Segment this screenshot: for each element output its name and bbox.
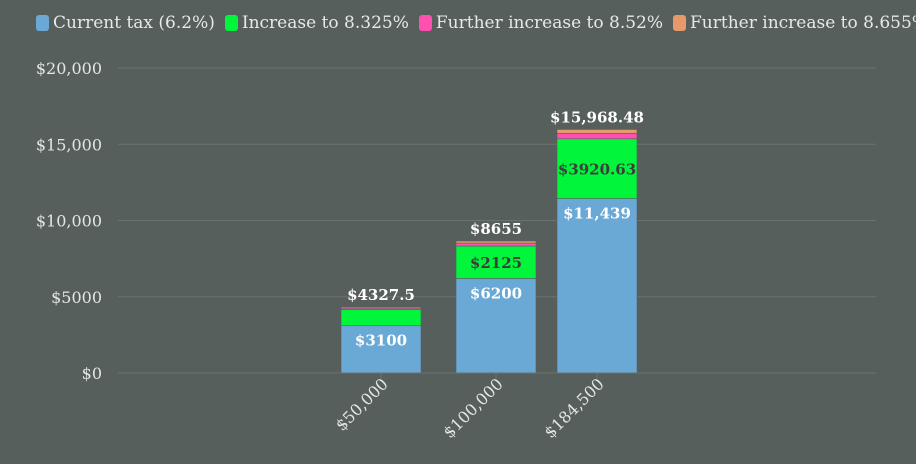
legend-item-increase-8325[interactable]: Increase to 8.325% (224, 13, 409, 33)
total-label: $4327.5 (347, 286, 415, 304)
legend-label: Current tax (6.2%) (53, 13, 215, 33)
total-label: $15,968.48 (550, 108, 644, 126)
bar-segment[interactable] (340, 325, 422, 374)
x-tick-label: $50,000 (332, 374, 392, 434)
legend-item-increase-852[interactable]: Further increase to 8.52% (418, 13, 664, 33)
bar-segment[interactable] (455, 240, 537, 244)
legend-label: Further increase to 8.655% (690, 13, 916, 33)
bar-segment[interactable] (455, 278, 537, 374)
legend-label: Increase to 8.325% (241, 13, 409, 33)
x-tick-label: $100,000 (439, 374, 506, 441)
segment-label: $2125 (470, 254, 522, 272)
y-tick-label: $5000 (51, 288, 102, 307)
segment-label: $3100 (355, 332, 407, 350)
y-tick-label: $15,000 (36, 135, 102, 154)
bar-segment[interactable] (556, 198, 638, 374)
bar-segment[interactable] (340, 309, 422, 327)
segment-label: $6200 (470, 284, 522, 302)
bar-segment[interactable] (556, 132, 638, 140)
bar-segment[interactable] (340, 306, 422, 309)
y-tick-label: $10,000 (36, 212, 102, 231)
y-tick-label: $20,000 (36, 59, 102, 78)
legend-swatch (673, 15, 687, 31)
segment-label: $3920.63 (558, 161, 636, 179)
legend-item-current-tax[interactable]: Current tax (6.2%) (36, 13, 215, 33)
x-tick-label: $184,500 (540, 374, 607, 441)
legend-swatch (224, 15, 238, 31)
total-label: $8655 (470, 220, 522, 238)
y-tick-label: $0 (82, 364, 102, 383)
bar-segment[interactable] (455, 242, 537, 247)
legend: Current tax (6.2%) Increase to 8.325% Fu… (36, 13, 916, 33)
segment-label: $11,439 (563, 205, 631, 223)
legend-item-increase-8655[interactable]: Further increase to 8.655% (673, 13, 916, 33)
legend-swatch (36, 15, 49, 31)
legend-label: Further increase to 8.52% (435, 13, 664, 33)
legend-swatch (418, 15, 432, 31)
bar-segment[interactable] (556, 129, 638, 134)
